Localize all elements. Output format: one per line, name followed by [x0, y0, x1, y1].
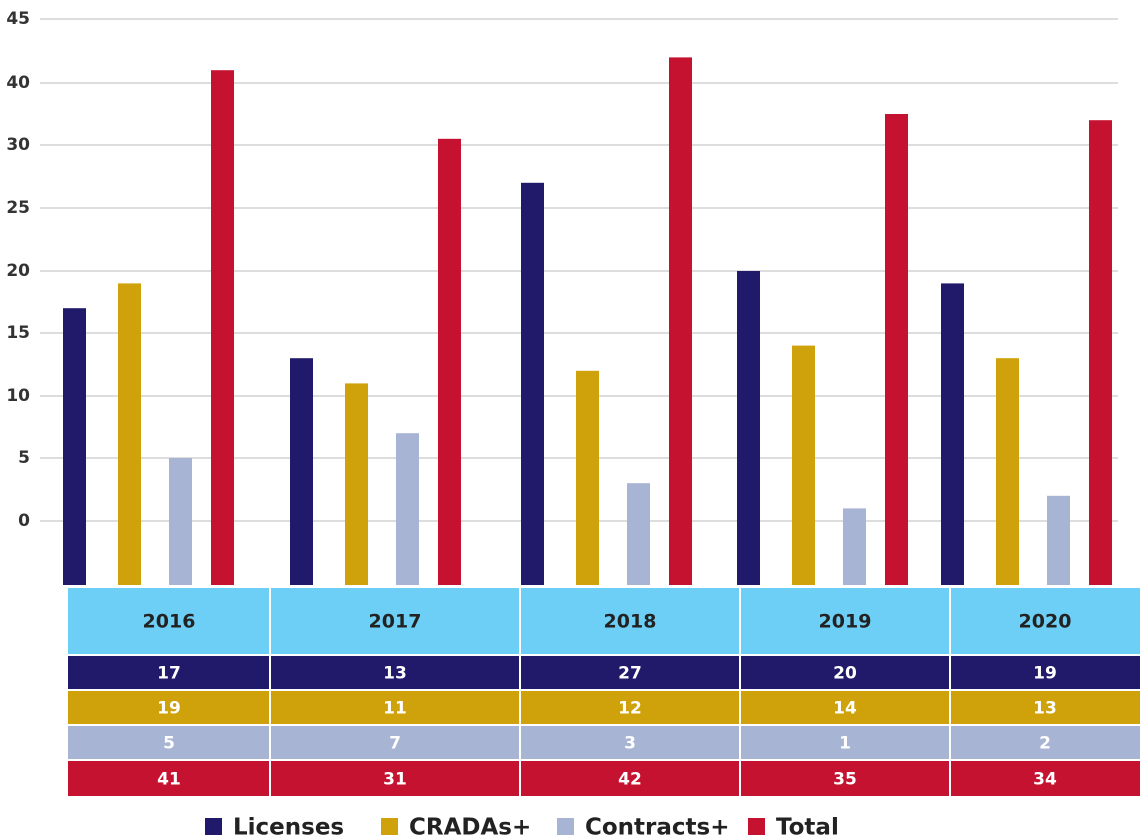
legend-swatch: [557, 818, 574, 835]
table-cell: 34: [1033, 770, 1057, 790]
table-cell: 41: [157, 770, 181, 790]
bar: [211, 70, 234, 585]
table-cell: 17: [157, 664, 181, 684]
legend-swatch: [748, 818, 765, 835]
bar: [627, 483, 650, 585]
legend-label: Contracts+: [585, 815, 730, 839]
legend-label: CRADAs+: [409, 815, 531, 839]
table-row: [68, 725, 1140, 760]
y-tick-label: 10: [6, 386, 30, 406]
bar: [996, 358, 1019, 585]
bar: [792, 345, 815, 585]
bar: [396, 433, 419, 585]
table-header-cell: 2018: [604, 611, 657, 633]
y-tick-label: 0: [18, 511, 30, 531]
table-cell: 27: [618, 664, 642, 684]
bar: [669, 57, 692, 585]
table-header-cell: 2020: [1019, 611, 1072, 633]
y-tick-label: 40: [6, 73, 30, 93]
table-row: [68, 655, 1140, 690]
table-cell: 11: [383, 699, 407, 719]
bar: [1089, 120, 1112, 585]
y-tick-label: 5: [18, 448, 30, 468]
y-tick-label: 30: [6, 135, 30, 155]
table-cell: 20: [833, 664, 857, 684]
bar: [843, 508, 866, 585]
bar: [290, 358, 313, 585]
table-cell: 12: [618, 699, 642, 719]
bar: [521, 182, 544, 586]
bar: [1047, 495, 1070, 585]
table-header-cell: 2017: [369, 611, 422, 633]
bar: [941, 283, 964, 585]
table-cell: 13: [1033, 699, 1057, 719]
table-row: [68, 690, 1140, 725]
table-cell: 7: [389, 734, 401, 754]
table-cell: 14: [833, 699, 857, 719]
table-cell: 5: [163, 734, 175, 754]
table-cell: 19: [157, 699, 181, 719]
table-cell: 19: [1033, 664, 1057, 684]
table-header-cell: 2016: [143, 611, 196, 633]
table-header: [68, 587, 1140, 655]
legend-label: Licenses: [233, 815, 344, 839]
table-header-cell: 2019: [819, 611, 872, 633]
bar: [63, 308, 86, 585]
bar: [737, 271, 760, 585]
table-cell: 42: [618, 770, 642, 790]
legend-swatch: [205, 818, 222, 835]
y-tick-label: 45: [6, 9, 30, 29]
y-tick-label: 25: [6, 198, 30, 218]
table-cell: 31: [383, 770, 407, 790]
y-tick-label: 20: [6, 261, 30, 281]
bar: [345, 383, 368, 585]
table-cell: 3: [624, 734, 636, 754]
bar: [576, 370, 599, 585]
bar: [438, 138, 461, 586]
table-cell: 35: [833, 770, 857, 790]
legend-swatch: [381, 818, 398, 835]
table-row: [68, 760, 1140, 797]
bar: [118, 283, 141, 585]
legend-label: Total: [776, 815, 839, 839]
y-tick-label: 15: [6, 323, 30, 343]
table-cell: 2: [1039, 734, 1051, 754]
table-cell: 13: [383, 664, 407, 684]
bar: [169, 458, 192, 585]
bar: [885, 114, 908, 585]
table-cell: 1: [839, 734, 851, 754]
